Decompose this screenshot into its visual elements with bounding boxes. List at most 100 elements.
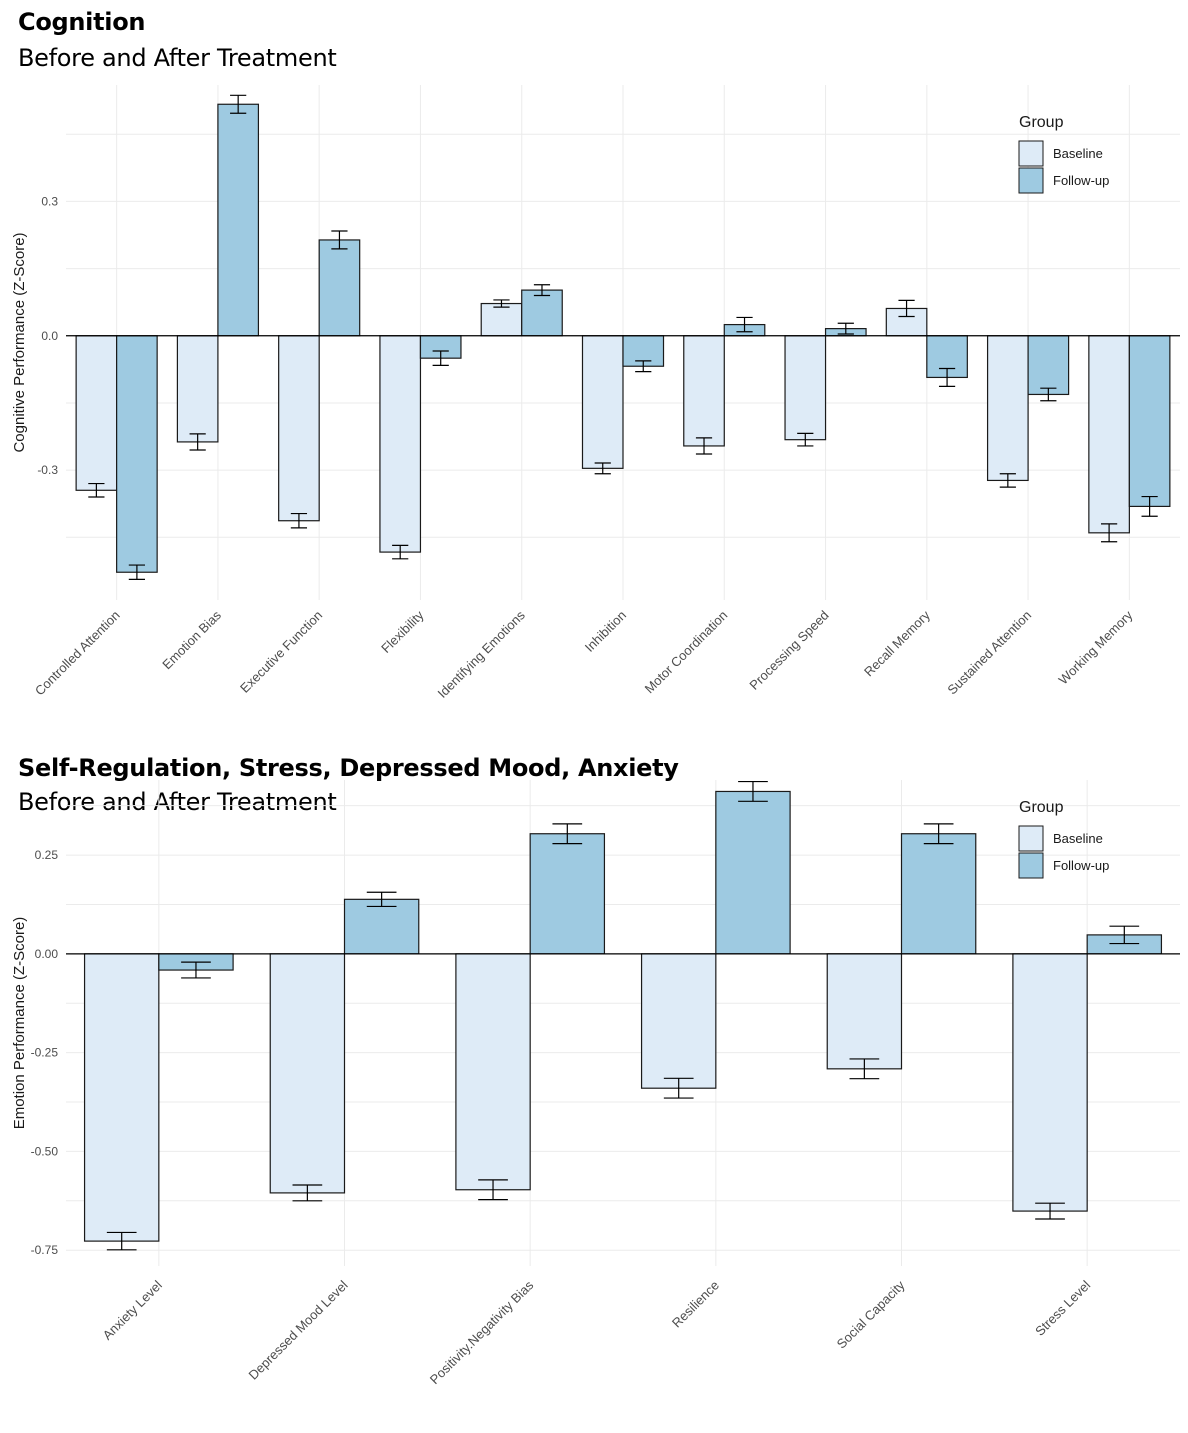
error-bar (366, 891, 397, 908)
bar-baseline (75, 335, 118, 491)
legend-title: Group (1019, 799, 1064, 816)
bar-baseline (986, 335, 1029, 482)
chart1-title: Cognition (18, 8, 146, 36)
y-tick-label: 0.00 (35, 947, 59, 961)
error-bar (797, 432, 814, 447)
y-tick-label: -0.25 (31, 1046, 59, 1060)
bar-baseline (784, 335, 827, 441)
cognition-chart: -0.3 0.0 0.3 Cognitive Performance (Z-Score… (11, 85, 1180, 701)
bar-baseline (581, 335, 624, 469)
legend-label: Follow-up (1053, 173, 1109, 188)
x-tick-label: Processing Speed (746, 608, 831, 693)
error-bar (1141, 495, 1158, 517)
bar-baseline (683, 335, 725, 447)
x-tick-label: Anxiety Level (100, 1277, 165, 1342)
legend-label: Baseline (1053, 831, 1103, 846)
error-bar (635, 360, 652, 373)
error-bar (663, 1077, 694, 1099)
bar-followup (116, 335, 158, 573)
error-bar (392, 544, 409, 560)
x-tick-label: Identifying Emotions (434, 607, 528, 701)
y-tick-label: -0.50 (31, 1144, 59, 1158)
legend: Group Baseline Follow-up (1018, 114, 1109, 194)
error-bars (106, 780, 1140, 1251)
bar-baseline (379, 335, 422, 553)
chart1-subtitle: Before and After Treatment (18, 44, 337, 72)
y-tick-label: 0.25 (35, 848, 59, 862)
error-bar (292, 1184, 323, 1202)
bar-baseline (1012, 953, 1088, 1212)
legend-swatch-baseline (1018, 140, 1044, 167)
error-bar (493, 299, 510, 308)
bar-followup (521, 289, 563, 337)
chart2-subtitle: Before and After Treatment (18, 788, 337, 816)
bars (75, 103, 1171, 573)
bar-baseline (278, 335, 320, 522)
error-bar (1035, 1202, 1065, 1220)
x-tick-label: Depressed Mood Level (245, 1277, 350, 1382)
error-bar (738, 780, 768, 802)
error-bar (999, 473, 1016, 488)
error-bar (849, 1058, 880, 1080)
x-tick-label: Emotion Bias (159, 607, 224, 672)
bar-followup (715, 790, 791, 955)
bar-baseline (83, 953, 160, 1242)
y-tick-label: -0.75 (31, 1243, 59, 1257)
error-bar (837, 322, 854, 335)
x-tick-label: Recall Memory (861, 607, 933, 679)
x-tick-label: Working Memory (1056, 607, 1136, 687)
error-bar (106, 1231, 137, 1251)
bar-baseline (176, 335, 219, 443)
bar-followup (217, 103, 260, 337)
legend-label: Baseline (1053, 146, 1103, 161)
y-tick-label: -0.3 (37, 463, 58, 477)
error-bars (88, 94, 1158, 581)
x-tick-label: Motor Coordination (642, 608, 731, 697)
x-tick-label: Positivity.Negativity Bias (427, 1277, 537, 1387)
error-bar (1109, 925, 1140, 945)
chart2-title: Self-Regulation, Stress, Depressed Mood,… (18, 754, 679, 782)
legend-label: Follow-up (1053, 858, 1109, 873)
legend-swatch-followup (1018, 852, 1044, 879)
error-bar (695, 437, 713, 455)
bar-baseline (826, 953, 903, 1070)
bar-baseline (1088, 335, 1130, 534)
error-bar (594, 462, 611, 475)
error-bar (290, 512, 308, 529)
error-bar (181, 961, 211, 979)
error-bar (189, 433, 206, 451)
x-tick-label: Flexibility (378, 607, 427, 656)
y-tick-label: 0.3 (41, 194, 58, 208)
error-bar (1040, 387, 1057, 402)
error-bar (432, 350, 449, 366)
error-bar (331, 230, 348, 250)
y-tick-label: 0.0 (41, 329, 58, 343)
x-tick-label: Controlled Attention (32, 608, 123, 699)
bar-followup (343, 898, 420, 955)
error-bar (478, 1179, 508, 1201)
bar-followup (529, 833, 606, 955)
x-tick-label: Stress Level (1032, 1277, 1093, 1338)
bar-baseline (480, 302, 523, 337)
bar-followup (900, 833, 977, 955)
legend-swatch-baseline (1018, 825, 1044, 852)
bars (83, 790, 1163, 1242)
error-bar (923, 823, 954, 845)
legend: Group Baseline Follow-up (1018, 799, 1109, 879)
y-axis-label: Emotion Performance (Z-Score) (11, 917, 28, 1130)
x-tick-label: Resilience (669, 1278, 722, 1331)
x-tick-label: Social Capacity (834, 1277, 908, 1351)
bar-followup (1027, 335, 1070, 396)
error-bar (128, 564, 145, 581)
bar-baseline (455, 953, 531, 1191)
error-bar (736, 316, 753, 333)
error-bar (230, 94, 247, 114)
x-tick-label: Executive Function (237, 608, 325, 696)
error-bar (88, 482, 105, 498)
y-axis-label: Cognitive Performance (Z-Score) (11, 232, 28, 452)
bar-followup (1128, 335, 1171, 508)
emotion-chart: -0.75 -0.50 -0.25 0.00 0.25 Emotion Performan… (11, 780, 1180, 1387)
x-tick-label: Inhibition (582, 608, 629, 655)
legend-swatch-followup (1018, 167, 1044, 194)
x-tick-label: Sustained Attention (944, 608, 1034, 698)
